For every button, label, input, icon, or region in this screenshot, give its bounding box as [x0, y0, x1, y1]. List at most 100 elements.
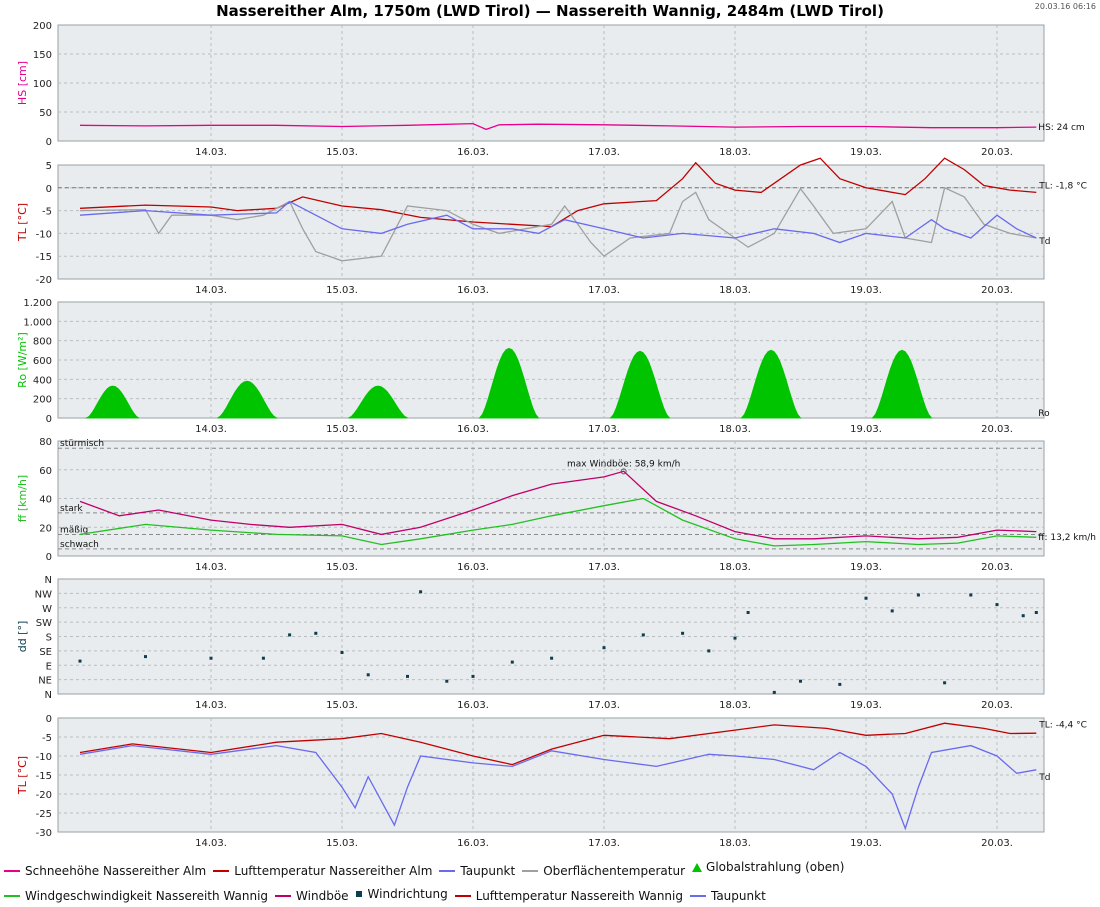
y-tick-label: N: [45, 690, 52, 701]
x-tick-label: 18.03.: [719, 838, 751, 849]
radiation-area-day-6: [871, 349, 933, 419]
plot-area: [57, 164, 1045, 280]
direction-point: [641, 633, 645, 637]
series-line-oberfl-chentemperatur: [79, 186, 1037, 262]
legend-line-icon: [454, 894, 471, 897]
x-tick-label: 15.03.: [326, 424, 358, 435]
y-tick-label: 1.000: [23, 317, 52, 328]
x-tick-label: 17.03.: [588, 147, 620, 158]
annotation: ff: 13,2 km/h: [1038, 533, 1096, 543]
x-tick-label: 20.03.: [981, 424, 1013, 435]
x-tick-label: 14.03.: [195, 838, 227, 849]
y-tick-label: E: [46, 661, 52, 672]
y-tick-label: 20: [39, 523, 52, 534]
y-axis-label: ff [km/h]: [16, 475, 29, 522]
x-tick-label: 15.03.: [326, 838, 358, 849]
x-tick-label: 20.03.: [981, 285, 1013, 296]
direction-point: [1034, 611, 1038, 614]
legend-label: Windgeschwindigkeit Nassereith Wannig: [25, 888, 269, 903]
y-tick-label: 60: [39, 466, 52, 477]
legend-label: Oberflächentemperatur: [543, 863, 686, 878]
x-tick-label: 14.03.: [195, 147, 227, 158]
legend-item: Taupunkt: [439, 860, 515, 882]
legend-label: Schneehöhe Nassereither Alm: [25, 863, 207, 878]
y-tick-label: NE: [38, 676, 52, 687]
y-tick-label: 0: [46, 137, 52, 148]
x-tick-label: 19.03.: [850, 838, 882, 849]
x-tick-label: 16.03.: [457, 562, 489, 573]
direction-point: [772, 690, 776, 694]
panel-temp2: 14.03. 15.03. 16.03. 17.03. 18.03. 19.03. 20.0…: [16, 714, 1087, 849]
direction-point: [314, 631, 318, 635]
timestamp: 20.03.16 06:16: [1035, 2, 1096, 11]
y-axis-label: TL [°C]: [16, 203, 29, 242]
y-tick-label: N: [45, 575, 52, 586]
x-tick-label: 19.03.: [850, 562, 882, 573]
radiation-area-day-0: [84, 385, 140, 419]
y-tick-label: 0: [46, 414, 52, 425]
wind-level-label: stürmisch: [60, 439, 104, 449]
annotation: TL: -1,8 °C: [1038, 182, 1087, 192]
x-tick-label: 19.03.: [850, 424, 882, 435]
direction-point: [78, 659, 82, 663]
x-tick-label: 15.03.: [326, 147, 358, 158]
direction-point: [366, 673, 370, 677]
x-tick-label: 18.03.: [719, 147, 751, 158]
x-tick-label: 14.03.: [195, 562, 227, 573]
direction-point: [602, 646, 606, 650]
y-tick-label: 0: [46, 552, 52, 563]
x-tick-label: 20.03.: [981, 700, 1013, 711]
legend-line-icon: [4, 869, 20, 872]
panel-temp1: 14.03. 15.03. 16.03. 17.03. 18.03. 19.03. 20.0…: [16, 157, 1087, 296]
y-tick-label: 100: [33, 79, 52, 90]
x-tick-label: 14.03.: [195, 700, 227, 711]
y-tick-label: 600: [33, 356, 52, 367]
legend-line-icon: [522, 869, 539, 872]
x-tick-label: 16.03.: [457, 838, 489, 849]
annotation: Td: [1038, 237, 1050, 247]
x-tick-label: 14.03.: [195, 424, 227, 435]
legend-label: Windrichtung: [367, 886, 448, 901]
direction-point: [707, 649, 711, 653]
legend-label: Taupunkt: [710, 888, 766, 903]
direction-point: [419, 590, 423, 594]
y-tick-label: -25: [36, 809, 52, 820]
y-tick-label: -10: [36, 229, 52, 240]
direction-point: [445, 679, 449, 683]
max-gust-marker: [620, 468, 627, 475]
direction-point: [406, 674, 409, 678]
annotation: Td: [1038, 773, 1050, 783]
x-tick-label: 15.03.: [326, 700, 358, 711]
radiation-area-day-2: [348, 385, 408, 419]
legend-item: Windböe: [275, 885, 349, 907]
legend-line-icon: [689, 894, 706, 897]
panel-snow: 14.03. 15.03. 16.03. 17.03. 18.03. 19.03. 20.0…: [16, 21, 1085, 158]
x-tick-label: 20.03.: [981, 562, 1013, 573]
y-tick-label: -15: [36, 771, 52, 782]
y-tick-label: -15: [36, 252, 52, 263]
series-line-lufttemperatur-nassereither-alm: [79, 157, 1037, 228]
direction-point: [864, 596, 868, 600]
x-tick-label: 18.03.: [719, 700, 751, 711]
direction-point: [799, 679, 802, 683]
series-line-schneeh-he-nassereither-alm: [79, 122, 1037, 131]
direction-point: [943, 681, 947, 685]
legend-item: Oberflächentemperatur: [522, 860, 685, 882]
radiation-area-day-5: [740, 349, 802, 419]
y-tick-label: 400: [33, 375, 52, 386]
legend-item: Globalstrahlung (oben): [692, 856, 844, 878]
legend-label: Windböe: [296, 888, 349, 903]
y-tick-label: W: [42, 604, 52, 615]
y-tick-label: -20: [36, 790, 52, 801]
direction-point: [746, 611, 750, 614]
direction-point: [288, 633, 292, 637]
legend-label: Taupunkt: [460, 863, 516, 878]
x-tick-label: 15.03.: [326, 562, 358, 573]
direction-point: [550, 656, 554, 660]
panel-direction: 14.03. 15.03. 16.03. 17.03. 18.03. 19.03. 20.0…: [16, 575, 1045, 711]
x-tick-label: 19.03.: [850, 285, 882, 296]
direction-point: [995, 603, 999, 607]
meteogram-chart: Nassereither Alm, 1750m (LWD Tirol) — Na…: [16, 2, 1096, 849]
y-tick-label: 0: [46, 184, 52, 195]
direction-point: [471, 674, 475, 678]
